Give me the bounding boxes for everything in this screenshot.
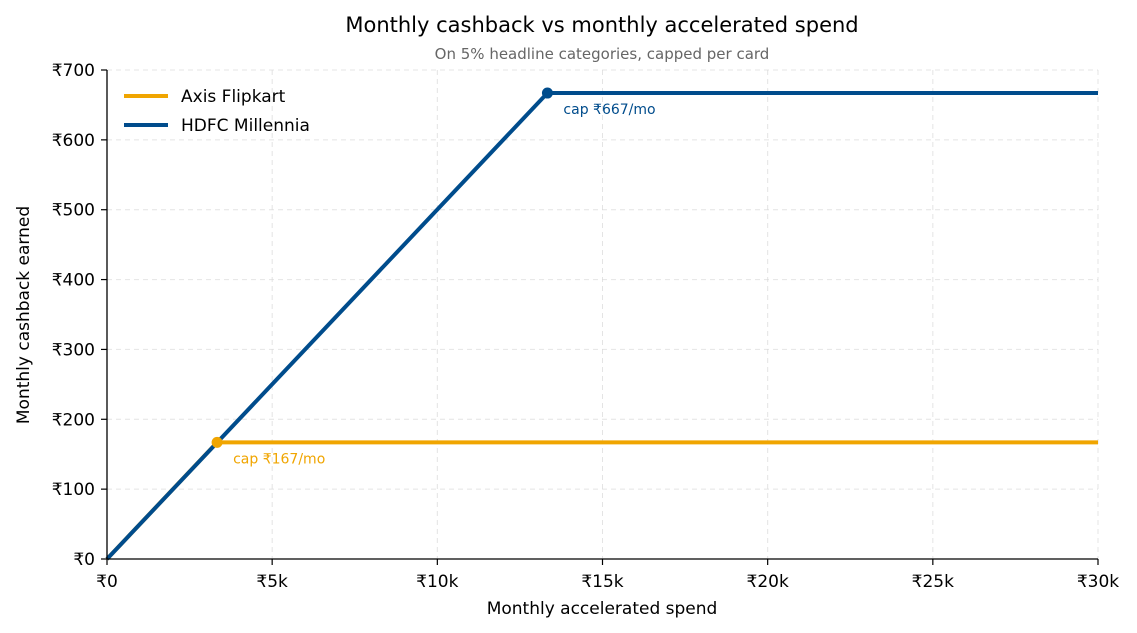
legend: Axis Flipkart HDFC Millennia — [124, 87, 310, 136]
x-axis-label: Monthly accelerated spend — [487, 599, 718, 619]
x-tick-label: ₹15k — [581, 572, 623, 592]
y-tick-label: ₹100 — [52, 480, 95, 500]
y-tick-label: ₹400 — [52, 271, 95, 291]
x-tick-label: ₹30k — [1077, 572, 1119, 592]
y-tick-label: ₹700 — [52, 61, 95, 81]
cap-label-1: cap ₹667/mo — [563, 102, 655, 118]
legend-label-1: HDFC Millennia — [181, 116, 310, 136]
grid — [106, 69, 1099, 560]
y-tick-label: ₹300 — [52, 340, 95, 360]
y-tick-label: ₹500 — [52, 201, 95, 221]
cap-annotations: cap ₹167/mo cap ₹667/mo — [211, 87, 656, 467]
x-tick-label: ₹5k — [256, 572, 288, 592]
cap-point-1 — [541, 87, 553, 99]
cap-point-0 — [211, 436, 223, 448]
y-axis-label: Monthly cashback earned — [14, 206, 34, 424]
legend-label-0: Axis Flipkart — [181, 87, 286, 107]
chart-title: Monthly cashback vs monthly accelerated … — [345, 13, 858, 37]
y-tick-label: ₹600 — [52, 131, 95, 151]
chart-subtitle: On 5% headline categories, capped per ca… — [435, 45, 770, 63]
tick-labels: ₹0 ₹5k ₹10k ₹15k ₹20k ₹25k ₹30k ₹0 ₹100 ₹200 ₹300 ₹… — [52, 61, 1120, 592]
y-tick-label: ₹0 — [73, 550, 95, 570]
x-tick-label: ₹10k — [416, 572, 458, 592]
cap-label-0: cap ₹167/mo — [233, 451, 325, 467]
x-tick-label: ₹0 — [96, 572, 118, 592]
y-tick-label: ₹200 — [52, 410, 95, 430]
x-tick-label: ₹25k — [912, 572, 954, 592]
x-tick-label: ₹20k — [747, 572, 789, 592]
